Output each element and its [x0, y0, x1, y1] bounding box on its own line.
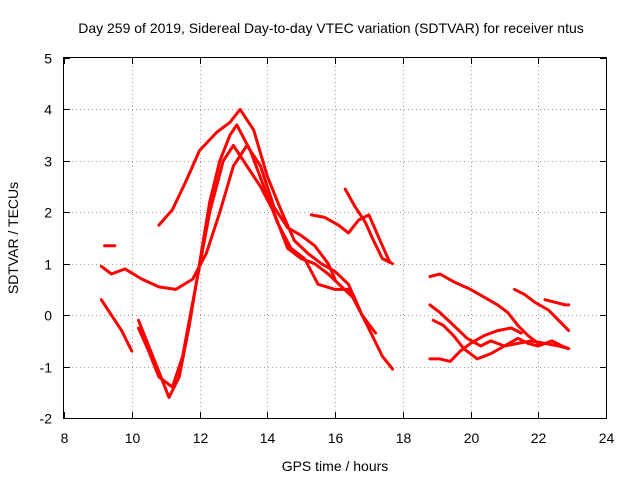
data-series-arc-11 — [431, 318, 571, 361]
data-series-arc-1 — [99, 143, 337, 291]
y-axis-label: SDTVAR / TECUs — [5, 182, 21, 294]
y-tick-label: 4 — [44, 102, 52, 118]
x-tick-label: 16 — [328, 430, 344, 446]
data-series-arc-8 — [343, 187, 395, 266]
x-axis-label: GPS time / hours — [282, 458, 389, 474]
data-series-arc-13 — [513, 287, 571, 333]
chart-title: Day 259 of 2019, Sidereal Day-to-day VTE… — [78, 20, 584, 36]
x-tick-label: 14 — [260, 430, 276, 446]
data-series-arc-12 — [428, 326, 523, 363]
y-tick-label: 1 — [44, 257, 52, 273]
x-tick-label: 8 — [61, 430, 69, 446]
data-series-group — [99, 107, 571, 399]
y-tick-label: -2 — [40, 411, 53, 427]
y-tick-label: 3 — [44, 154, 52, 170]
data-series-arc-6 — [137, 143, 357, 389]
y-tick-label: 5 — [44, 51, 52, 67]
x-tick-label: 22 — [531, 430, 547, 446]
plot-frame — [63, 57, 607, 419]
grid — [64, 58, 606, 418]
x-tick-label: 24 — [599, 430, 615, 446]
data-series-arc-2 — [99, 298, 134, 353]
x-tick-label: 20 — [464, 430, 480, 446]
y-tick-label: 0 — [44, 308, 52, 324]
x-tick-label: 12 — [193, 430, 209, 446]
data-series-arc-14 — [543, 298, 571, 307]
x-tick-label: 10 — [125, 430, 141, 446]
data-series-arc-7 — [309, 213, 391, 263]
data-series-arc-9 — [428, 272, 540, 345]
data-series-arc-5 — [157, 107, 378, 335]
x-tick-label: 18 — [396, 430, 412, 446]
y-tick-label: 2 — [44, 205, 52, 221]
y-tick-label: -1 — [40, 360, 53, 376]
